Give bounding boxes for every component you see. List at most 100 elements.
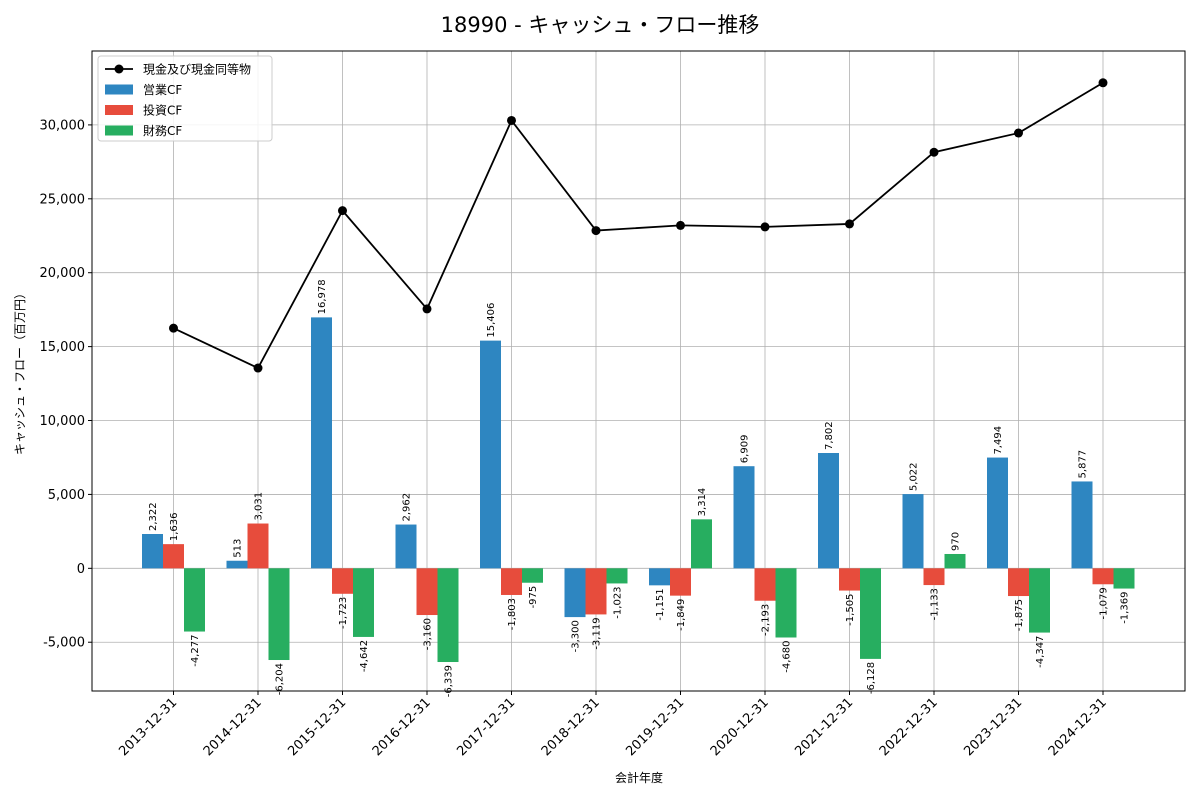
y-tick-label: 0: [77, 562, 85, 577]
cash-equivalents-point: [1014, 128, 1023, 138]
y-tick-label: 20,000: [40, 266, 86, 281]
y-axis-ticks: -5,000 0 5,000 10,000 15,000 20,000 25,000 30,0…: [40, 118, 92, 651]
legend-box: [97, 55, 273, 142]
bar: [1071, 481, 1093, 569]
plot-frame: [91, 50, 1186, 692]
bar-data-label: -4,347: [1035, 636, 1046, 668]
bar: [987, 457, 1008, 569]
bar: [1029, 568, 1050, 633]
cash-equivalents-point: [845, 219, 854, 229]
bar: [480, 340, 501, 569]
x-axis-label: 会計年度: [615, 770, 663, 785]
bar-data-label: 5,022: [909, 462, 920, 491]
bar: [649, 568, 670, 586]
bar-data-label: 6,909: [740, 435, 751, 464]
cash-equivalents-point: [507, 115, 516, 125]
bar-data-label: 3,314: [697, 488, 708, 517]
bar: [268, 568, 290, 661]
bar: [353, 568, 374, 637]
chart-title: 18990 - キャッシュ・フロー推移: [441, 13, 760, 37]
cash-equivalents-point: [676, 220, 685, 230]
bar-data-label: 2,962: [402, 493, 413, 522]
bar-data-label: -975: [528, 586, 539, 609]
bar: [670, 568, 691, 596]
bar-data-label: -3,160: [423, 618, 434, 650]
bar-data-label: -4,680: [782, 640, 793, 672]
y-tick-label: 15,000: [40, 340, 86, 355]
bar: [416, 568, 438, 616]
bar-data-label: 970: [951, 532, 962, 551]
bar: [754, 568, 776, 601]
y-tick-label: 10,000: [40, 414, 86, 429]
bar: [501, 568, 522, 595]
legend-marker: [114, 64, 124, 74]
y-tick-label: 5,000: [48, 488, 85, 503]
bar: [839, 568, 860, 591]
bar-data-label: -1,133: [930, 588, 941, 620]
bar-data-label: -4,277: [190, 635, 201, 667]
bar: [564, 568, 586, 618]
bar-data-label: -6,128: [866, 662, 877, 694]
bar: [437, 568, 459, 663]
y-tick-label: 25,000: [40, 192, 86, 207]
legend-entry: 投資CF: [143, 103, 182, 118]
bar: [606, 568, 628, 584]
bar: [142, 534, 163, 569]
cash-equivalents-point: [760, 222, 770, 232]
bar-data-label: -1,505: [845, 594, 856, 626]
legend-bar-swatch: [105, 125, 133, 136]
bar: [1092, 568, 1114, 585]
bar-data-label: 5,877: [1078, 450, 1089, 479]
legend-entry: 財務CF: [143, 123, 182, 138]
legend-entry: 営業CF: [143, 83, 182, 97]
bar-data-label: 7,802: [824, 421, 835, 450]
cash-equivalents-line: [173, 82, 1104, 370]
bar-data-label: 3,031: [254, 492, 265, 521]
bar: [1113, 568, 1135, 589]
bar-data-label: -3,119: [592, 617, 603, 649]
y-tick-label: -5,000: [43, 636, 85, 651]
bar-data-label: -4,642: [359, 640, 370, 672]
bar: [1008, 568, 1029, 597]
bar-data-label: -1,849: [676, 599, 687, 631]
bar-data-label: 7,494: [993, 426, 1004, 455]
cash-equivalents-point: [591, 226, 601, 236]
cash-equivalents-point: [253, 363, 263, 373]
legend-entry: 現金及び現金同等物: [143, 62, 251, 77]
bar: [860, 568, 881, 659]
cash-equivalents-point: [338, 206, 347, 216]
legend-bar-swatch: [105, 84, 133, 95]
bar: [902, 494, 924, 569]
bar-data-label: -1,369: [1120, 592, 1131, 624]
bar: [163, 544, 184, 569]
bar-data-label: 2,322: [148, 502, 159, 531]
bar: [818, 453, 839, 569]
bar-data-label: -1,723: [338, 597, 349, 629]
bar: [691, 519, 712, 569]
bar-data-label: -3,300: [571, 620, 582, 652]
cash-equivalents-point: [1098, 78, 1108, 88]
bar-data-label: -1,875: [1014, 599, 1025, 631]
bar-labels-group: 2,322 513 16,978 2,962 15,406 -3,300 -1,151 6,9…: [148, 279, 1131, 697]
bar: [522, 568, 543, 583]
bar: [733, 466, 755, 569]
bar-data-label: -1,803: [507, 598, 518, 630]
bar-data-label: 15,406: [486, 303, 497, 338]
cash-equivalents-point: [929, 147, 939, 157]
bar-data-label: -1,079: [1099, 587, 1110, 619]
cash-equivalents-point: [422, 304, 432, 314]
bar-data-label: -2,193: [761, 604, 772, 636]
y-axis-label: キャッシュ・フロー（百万円）: [13, 287, 27, 455]
bar: [775, 568, 797, 638]
bar: [585, 568, 607, 615]
bar-data-label: -1,023: [613, 586, 624, 618]
bar-data-label: -1,151: [655, 588, 666, 620]
bar-data-label: -6,339: [444, 665, 455, 697]
legend-bar-swatch: [105, 105, 133, 115]
bar: [184, 568, 205, 632]
bar-data-label: 16,978: [317, 279, 328, 314]
bar-data-label: -6,204: [275, 663, 286, 695]
bar: [923, 568, 945, 586]
